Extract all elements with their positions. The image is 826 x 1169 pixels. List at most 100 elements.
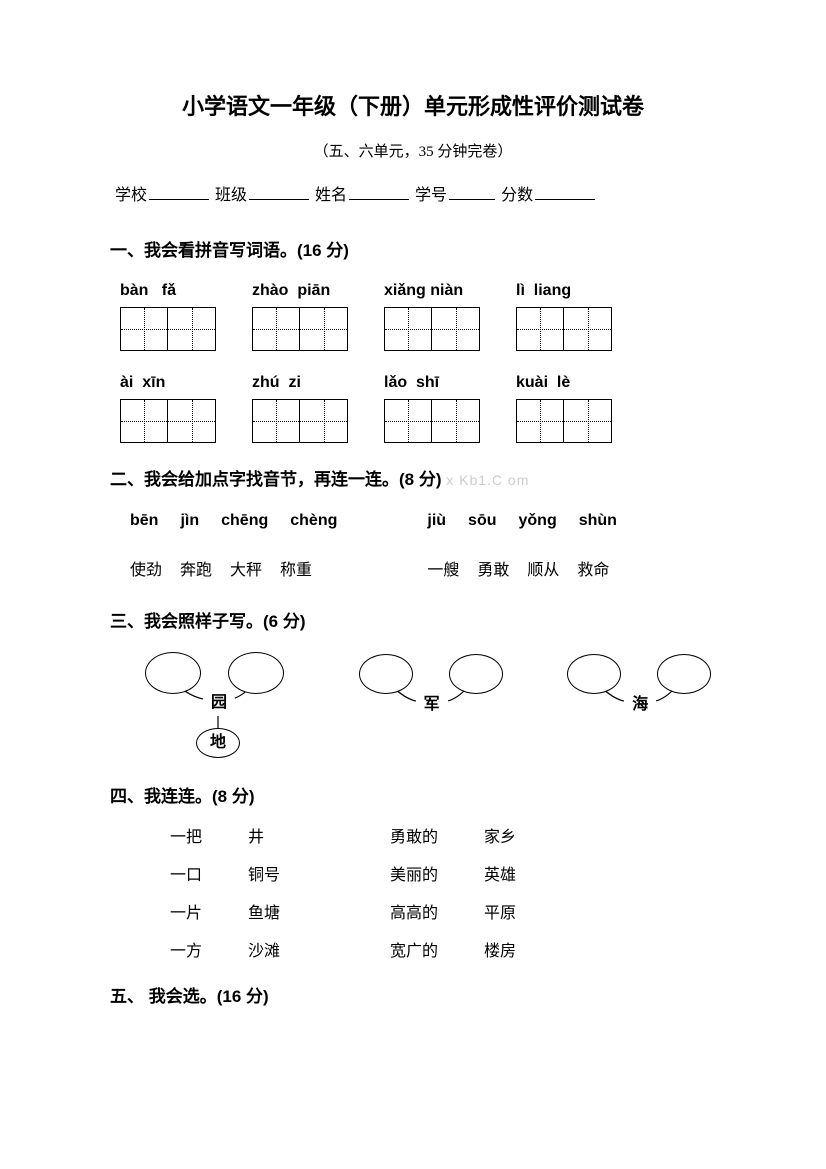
pinyin-item: jiù [427,509,446,533]
char-box[interactable] [252,399,300,443]
pinyin-label: xiǎng niàn [384,279,463,303]
pinyin-label: zhào piān [252,279,330,303]
name-label: 姓名 [315,187,347,204]
connect-item: 鱼塘 [248,902,280,926]
connect-item: 美丽的 [390,864,438,888]
pinyin-group: lì liang [516,279,612,351]
pinyin-label: kuài lè [516,371,570,395]
section4-title: 四、我连连。(8 分) [110,784,716,810]
section1-title: 一、我会看拼音写词语。(16 分) [110,238,716,264]
char-box[interactable] [384,307,432,351]
blank-oval[interactable] [657,654,711,694]
pinyin-group: lǎo shī [384,371,480,443]
char-box[interactable] [168,399,216,443]
char-box[interactable] [252,307,300,351]
pinyin-item: sōu [468,509,496,533]
blank-oval[interactable] [228,652,284,694]
pinyin-group: xiǎng niàn [384,279,480,351]
match-group-left: bēn jìn chēng chèng 使劲 奔跑 大秤 称重 [130,509,337,583]
section2-title: 二、我会给加点字找音节，再连一连。(8 分) x Kb1.C om [110,467,716,493]
pinyin-row-2: ài xīn zhú zi lǎo shī kuài lè [110,371,716,443]
char-box[interactable] [516,399,564,443]
match-pinyin-line: bēn jìn chēng chèng [130,509,337,533]
connect-left-group: 一把 一口 一片 一方 井 铜号 鱼塘 沙滩 [170,826,280,964]
connect-table: 一把 一口 一片 一方 井 铜号 鱼塘 沙滩 勇敢的 美丽的 高高的 宽广的 家… [110,826,716,964]
center-char: 园 [202,690,236,716]
connect-col: 一把 一口 一片 一方 [170,826,202,964]
char-box[interactable] [120,307,168,351]
word-item: 顺从 [527,559,559,583]
section2-title-text: 二、我会给加点字找音节，再连一连。(8 分) [110,470,442,489]
pinyin-item: chēng [221,509,268,533]
char-box[interactable] [384,399,432,443]
connect-item: 一方 [170,940,202,964]
connect-right-group: 勇敢的 美丽的 高高的 宽广的 家乡 英雄 平原 楼房 [390,826,516,964]
score-label: 分数 [501,187,533,204]
connect-item: 沙滩 [248,940,280,964]
page-subtitle: （五、六单元，35 分钟完卷） [110,141,716,164]
class-blank[interactable] [249,184,309,200]
connect-item: 高高的 [390,902,438,926]
id-blank[interactable] [449,184,495,200]
word-item: 勇敢 [477,559,509,583]
char-box[interactable] [300,399,348,443]
bubble-cluster-3: 海 [567,650,716,760]
watermark-text: x Kb1.C om [446,472,529,488]
char-box[interactable] [168,307,216,351]
pinyin-label: zhú zi [252,371,301,395]
word-item: 称重 [280,559,312,583]
pinyin-label: lì liang [516,279,571,303]
pinyin-label: lǎo shī [384,371,439,395]
word-item: 使劲 [130,559,162,583]
pinyin-item: yǒng [519,509,557,533]
pinyin-item: bēn [130,509,158,533]
match-pinyin-line: jiù sōu yǒng shùn [427,509,617,533]
char-box[interactable] [564,307,612,351]
char-box[interactable] [516,307,564,351]
pinyin-group: kuài lè [516,371,612,443]
student-info-row: 学校 班级 姓名 学号 分数 [110,184,716,208]
pinyin-row-1: bàn fǎ zhào piān xiǎng niàn lì liang [110,279,716,351]
blank-oval[interactable] [359,654,413,694]
page-title: 小学语文一年级（下册）单元形成性评价测试卷 [110,90,716,123]
connect-item: 勇敢的 [390,826,438,850]
char-box[interactable] [432,307,480,351]
blank-oval[interactable] [145,652,201,694]
word-item: 一艘 [427,559,459,583]
pinyin-group: bàn fǎ [120,279,216,351]
match-words-line: 使劲 奔跑 大秤 称重 [130,559,337,583]
score-blank[interactable] [535,184,595,200]
school-blank[interactable] [149,184,209,200]
bubbles-row: 园 地 军 海 [110,650,716,760]
char-box[interactable] [300,307,348,351]
name-blank[interactable] [349,184,409,200]
pinyin-group: ài xīn [120,371,216,443]
blank-oval[interactable] [449,654,503,694]
connect-item: 一片 [170,902,202,926]
connect-item: 井 [248,826,280,850]
pinyin-group: zhú zi [252,371,348,443]
char-box[interactable] [564,399,612,443]
connect-col: 家乡 英雄 平原 楼房 [484,826,516,964]
connect-item: 平原 [484,902,516,926]
blank-oval[interactable] [567,654,621,694]
match-group-right: jiù sōu yǒng shùn 一艘 勇敢 顺从 救命 [427,509,617,583]
connect-col: 井 铜号 鱼塘 沙滩 [248,826,280,964]
bubble-cluster-2: 军 [359,650,508,760]
school-label: 学校 [115,187,147,204]
connect-item: 楼房 [484,940,516,964]
pinyin-group: zhào piān [252,279,348,351]
char-box[interactable] [120,399,168,443]
pinyin-label: ài xīn [120,371,165,395]
char-box[interactable] [432,399,480,443]
word-item: 奔跑 [180,559,212,583]
id-label: 学号 [415,187,447,204]
connect-item: 宽广的 [390,940,438,964]
match-row: bēn jìn chēng chèng 使劲 奔跑 大秤 称重 jiù sōu … [110,509,716,583]
pinyin-item: chèng [290,509,337,533]
connect-item: 一把 [170,826,202,850]
example-oval: 地 [196,728,240,758]
pinyin-item: shùn [579,509,617,533]
connect-item: 家乡 [484,826,516,850]
connect-item: 英雄 [484,864,516,888]
